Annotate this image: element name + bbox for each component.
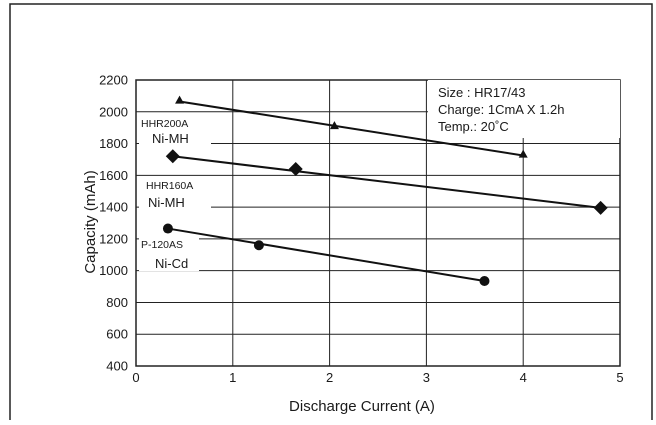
grid-lines: [136, 80, 620, 366]
label-bg-p120as: [139, 235, 199, 271]
y-axis-label: Capacity (mAh): [82, 170, 99, 273]
x-axis-label: Discharge Current (A): [289, 398, 435, 415]
series-p120as: [162, 223, 490, 286]
data-point-p120as: [162, 223, 173, 234]
series-labels: HHR200A Ni-MH HHR160A Ni-MH P-120AS Ni-C…: [139, 114, 211, 271]
y-tick-label: 1200: [99, 231, 128, 246]
series-type-hhr160a: Ni-MH: [148, 195, 185, 210]
y-tick-label: 400: [106, 359, 128, 374]
series-name-p120as: P-120AS: [141, 239, 183, 251]
y-tick-label: 1800: [99, 136, 128, 151]
x-tick-labels: 0 1 2 3 4 5: [132, 370, 623, 385]
condition-charge: Charge: 1CmA X 1.2h: [438, 102, 564, 117]
data-point-p120as: [479, 275, 490, 286]
y-tick-label: 1000: [99, 263, 128, 278]
y-tick-label: 1600: [99, 168, 128, 183]
series-name-hhr160a: HHR160A: [146, 180, 193, 192]
x-tick-label: 0: [132, 370, 139, 385]
conditions-box-frame: [428, 80, 620, 138]
trend-line-hhr160a: [172, 155, 601, 209]
data-point-hhr200a: [175, 95, 185, 104]
x-tick-label: 2: [326, 370, 333, 385]
x-tick-label: 5: [616, 370, 623, 385]
figure-border: [9, 3, 653, 420]
y-tick-label: 800: [106, 295, 128, 310]
data-point-hhr200a: [518, 149, 528, 158]
series-name-hhr200a: HHR200A: [141, 118, 188, 130]
series-layer: [162, 95, 608, 286]
y-tick-label: 1400: [99, 200, 128, 215]
y-tick-label: 2200: [99, 73, 128, 88]
data-point-p120as: [253, 240, 264, 251]
conditions-box: Size : HR17/43 Charge: 1CmA X 1.2h Temp.…: [428, 80, 620, 138]
trend-line-hhr200a: [179, 100, 524, 157]
series-type-hhr200a: Ni-MH: [152, 131, 189, 146]
data-point-hhr160a: [593, 200, 608, 215]
x-tick-label: 3: [423, 370, 430, 385]
data-point-hhr200a: [329, 121, 339, 130]
series-hhr200a: [175, 95, 528, 158]
y-tick-label: 2000: [99, 104, 128, 119]
data-point-hhr160a: [288, 161, 303, 176]
data-point-hhr160a: [165, 149, 180, 164]
label-bg-hhr200a: [139, 114, 211, 148]
series-type-p120as: Ni-Cd: [155, 256, 188, 271]
x-tick-label: 4: [520, 370, 527, 385]
y-tick-labels: 400 600 800 1000 1200 1400 1600 1800 2000 2200: [99, 73, 128, 374]
label-bg-hhr160a: [139, 176, 211, 211]
condition-size: Size : HR17/43: [438, 85, 525, 100]
series-hhr160a: [165, 149, 608, 215]
condition-temp: Temp.: 20˚C: [438, 119, 509, 134]
y-tick-label: 600: [106, 327, 128, 342]
trend-line-p120as: [167, 227, 485, 282]
x-tick-label: 1: [229, 370, 236, 385]
